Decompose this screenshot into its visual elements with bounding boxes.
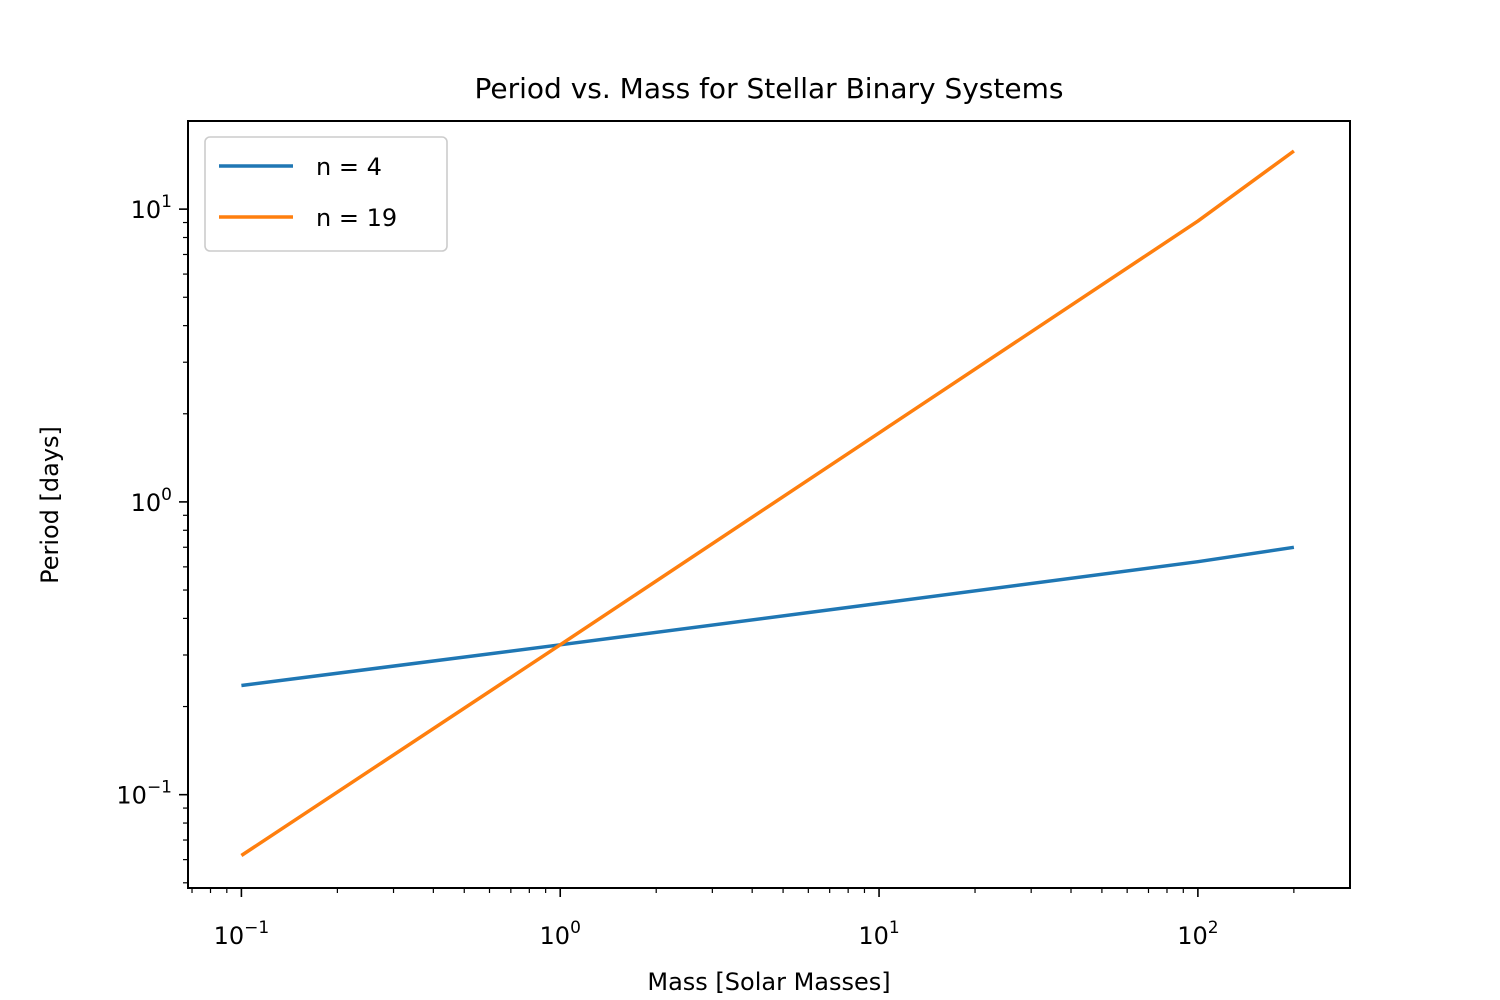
y-tick-label: 100 bbox=[131, 485, 172, 517]
y-tick-label: 101 bbox=[131, 192, 172, 224]
series-line-1 bbox=[241, 545, 1295, 688]
legend-label-2: n = 19 bbox=[316, 204, 397, 232]
series-lines bbox=[240, 149, 1295, 857]
x-axis-label: Mass [Solar Masses] bbox=[647, 968, 890, 996]
plot-frame bbox=[187, 120, 1351, 889]
x-tick-label: 100 bbox=[540, 918, 581, 950]
x-tick-label: 101 bbox=[858, 918, 899, 950]
legend: n = 4 n = 19 bbox=[204, 136, 448, 252]
y-tick-label: 10−1 bbox=[116, 778, 172, 810]
axis-ticks: 10−1 100 101 102 10−1 100 101 bbox=[116, 192, 1295, 950]
x-tick-label: 10−1 bbox=[214, 918, 270, 950]
legend-label-1: n = 4 bbox=[316, 153, 382, 181]
chart-title: Period vs. Mass for Stellar Binary Syste… bbox=[475, 72, 1064, 105]
y-axis-label: Period [days] bbox=[36, 426, 64, 584]
x-tick-label: 102 bbox=[1177, 918, 1218, 950]
series-line-2 bbox=[240, 149, 1295, 857]
